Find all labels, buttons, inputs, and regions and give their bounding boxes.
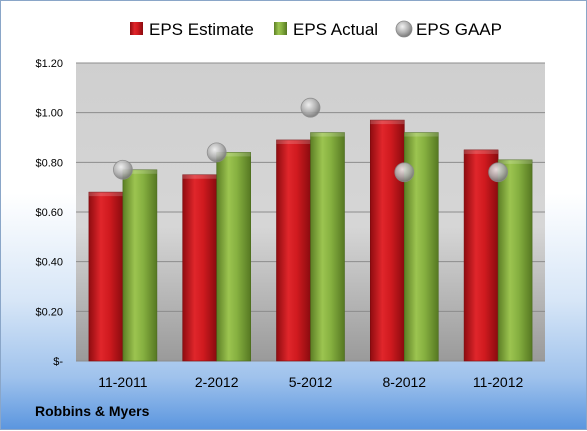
company-name-label: Robbins & Myers <box>35 403 150 419</box>
bar-eps-estimate <box>276 139 311 362</box>
bar-eps-actual <box>122 169 158 362</box>
marker-eps-gaap <box>488 162 509 183</box>
legend-marker-eps-gaap <box>395 20 413 38</box>
y-tick-label: $0.80 <box>35 157 63 169</box>
bar-top-highlight <box>370 120 405 125</box>
y-tick-label: $0.60 <box>35 207 63 219</box>
bar-top-highlight <box>182 174 217 179</box>
x-tick-label: 2-2012 <box>195 374 239 390</box>
marker-eps-gaap <box>113 159 133 180</box>
y-tick-label: $1.00 <box>35 108 63 120</box>
y-tick-label: $- <box>53 356 63 368</box>
x-tick-label: 8-2012 <box>383 374 427 390</box>
x-tick-label: 5-2012 <box>289 374 333 390</box>
bar-eps-estimate <box>182 174 217 362</box>
legend-label-eps-estimate: EPS Estimate <box>149 20 254 39</box>
bar-eps-estimate <box>463 149 499 362</box>
bar-eps-estimate <box>369 119 405 362</box>
x-tick-label: 11-2012 <box>473 374 524 390</box>
marker-eps-gaap <box>206 142 227 163</box>
legend-label-eps-actual: EPS Actual <box>293 20 378 39</box>
gaap-markers <box>113 97 509 183</box>
legend-label-eps-gaap: EPS GAAP <box>416 20 502 39</box>
bar-top-highlight <box>404 132 439 137</box>
bar-eps-actual <box>216 152 251 362</box>
legend-swatch-eps-actual <box>274 22 287 35</box>
y-tick-label: $1.20 <box>35 58 63 70</box>
y-tick-label: $0.40 <box>35 257 63 269</box>
bar-top-highlight <box>464 149 499 154</box>
bar-top-highlight <box>276 139 311 144</box>
bar-top-highlight <box>122 169 157 174</box>
bar-eps-estimate <box>88 191 124 362</box>
bar-eps-actual <box>310 132 345 362</box>
bar-top-highlight <box>498 159 533 164</box>
bar-top-highlight <box>216 152 251 157</box>
y-axis-ticks: $- $0.20 $0.40 $0.60 $0.80 $1.00 $1.20 <box>35 58 63 368</box>
bar-eps-actual <box>497 159 533 362</box>
legend: EPS Estimate EPS Actual EPS GAAP <box>130 20 502 39</box>
bars <box>88 119 533 362</box>
marker-eps-gaap <box>300 97 321 118</box>
x-axis-ticks: 11-2011 2-2012 5-2012 8-2012 11-2012 <box>98 374 523 390</box>
y-tick-label: $0.20 <box>35 306 63 318</box>
x-tick-label: 11-2011 <box>98 374 148 390</box>
bar-top-highlight <box>88 192 123 197</box>
legend-swatch-eps-estimate <box>130 22 143 35</box>
bar-top-highlight <box>310 132 345 137</box>
marker-eps-gaap <box>394 162 415 183</box>
